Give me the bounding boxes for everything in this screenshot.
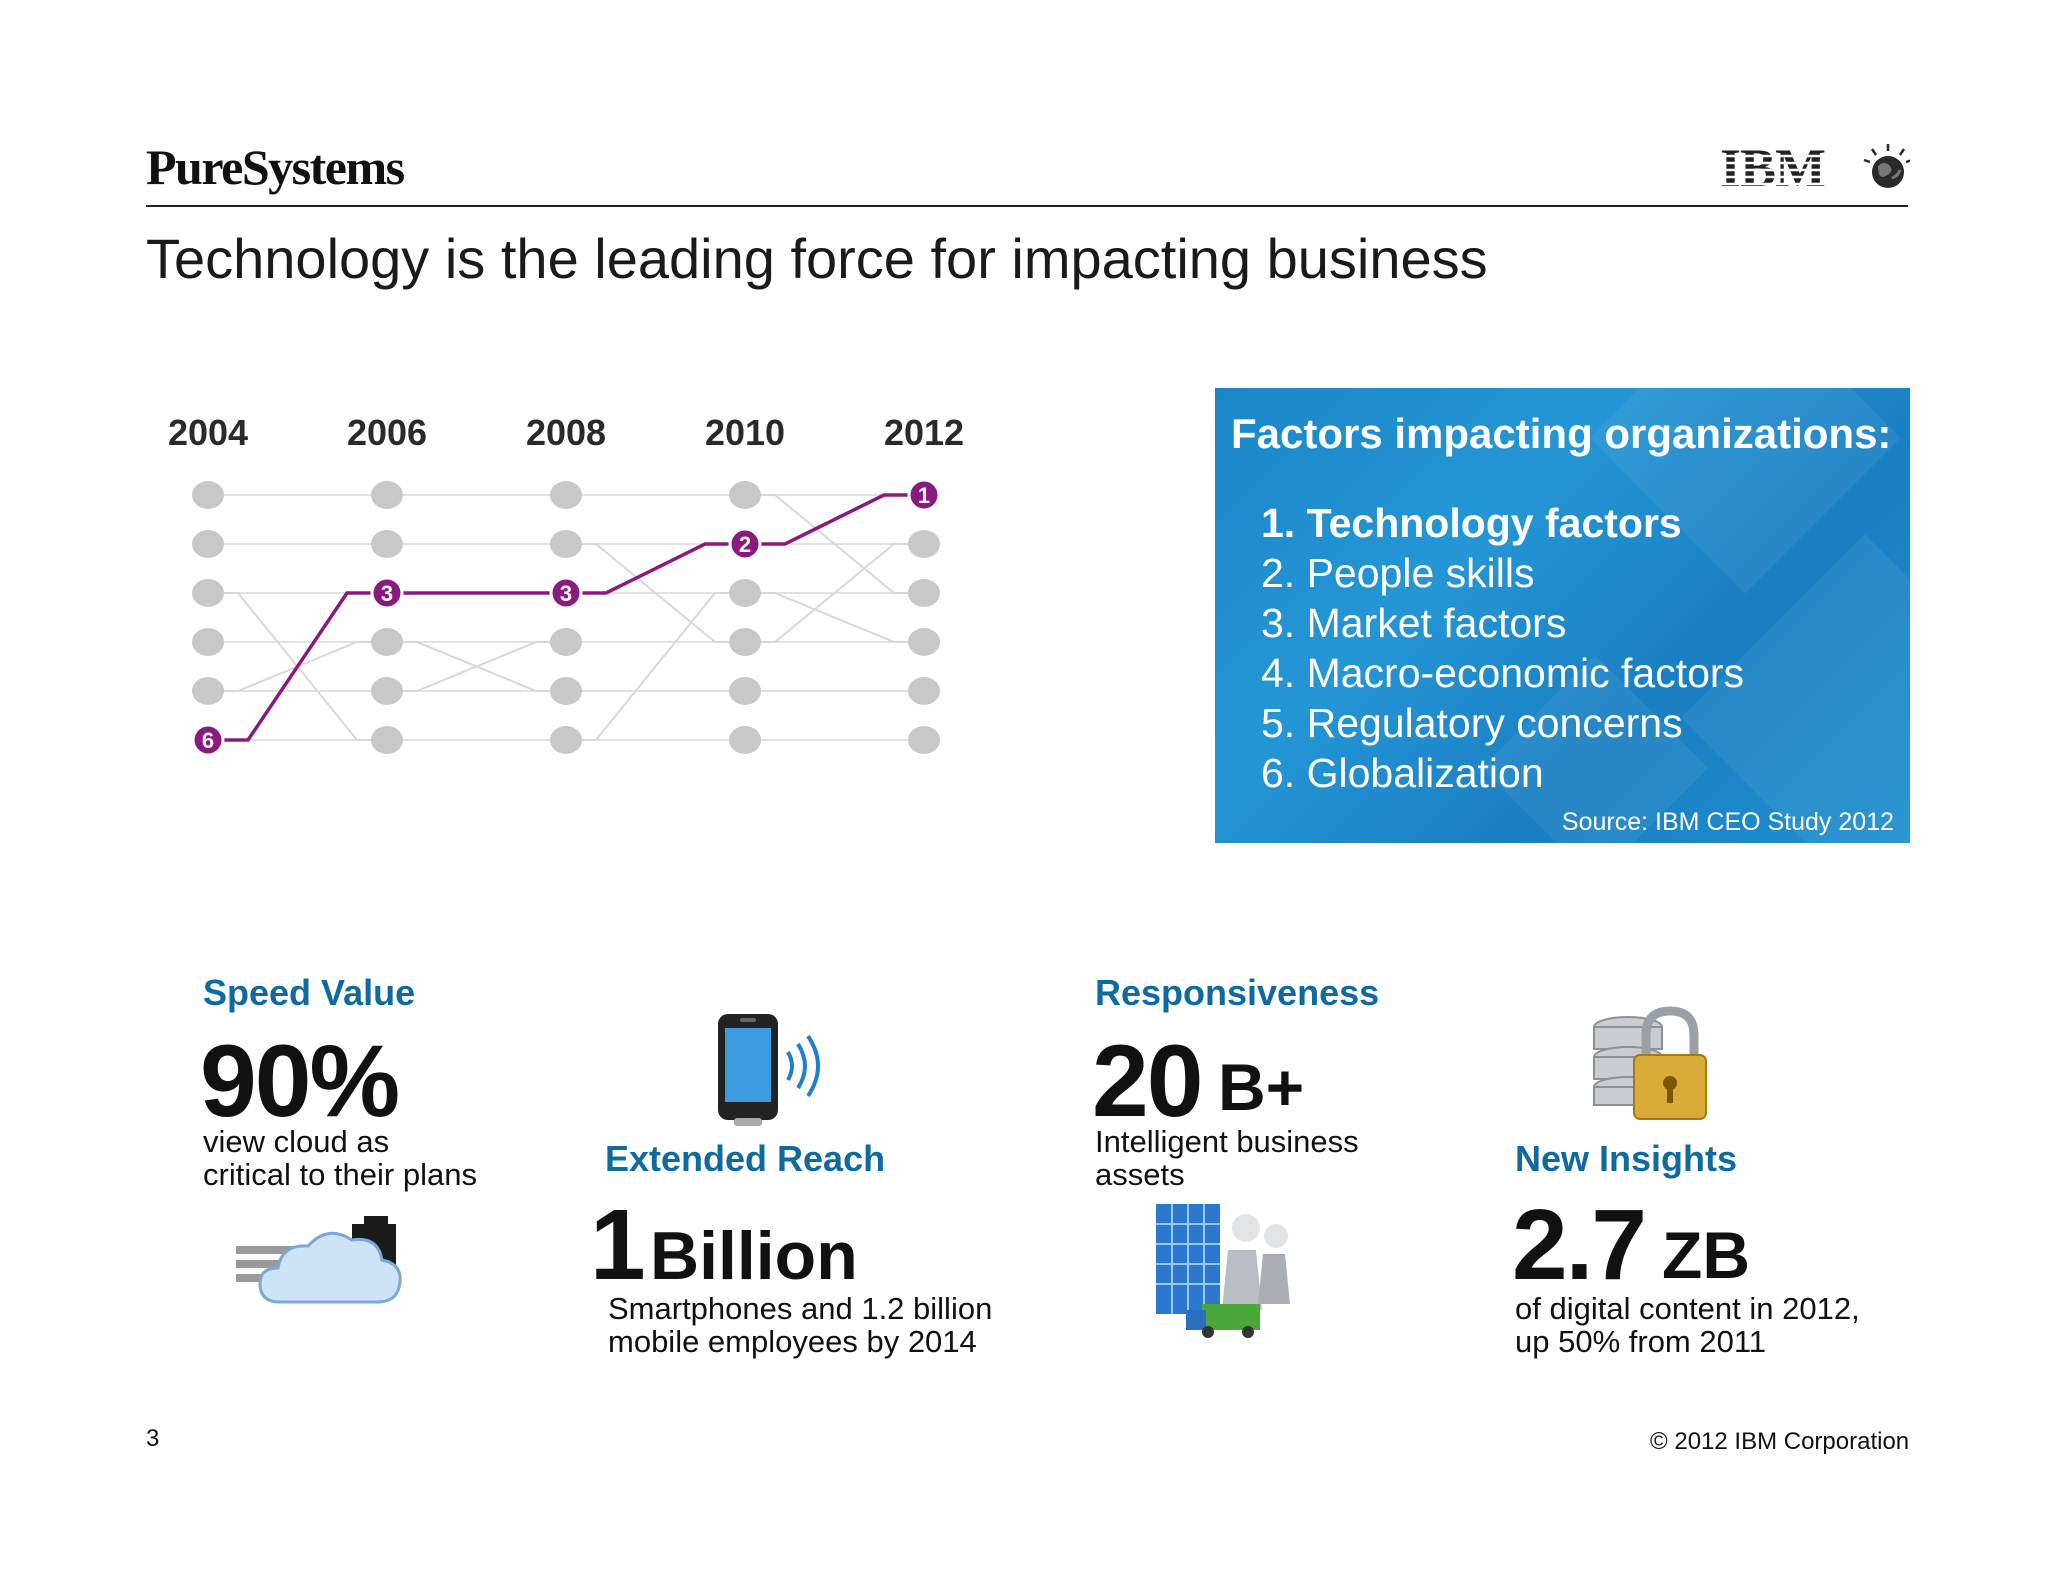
- insights-unit: ZB: [1662, 1218, 1750, 1292]
- rank-node: [729, 726, 761, 754]
- year-label: 2004: [168, 412, 248, 453]
- cloud-server-icon: [236, 1216, 402, 1304]
- rank-node: [729, 579, 761, 607]
- rank-node: [550, 726, 582, 754]
- rank-connector: [566, 592, 745, 741]
- technology-rank-label: 3: [560, 581, 572, 606]
- copyright: © 2012 IBM Corporation: [1650, 1428, 1910, 1455]
- factors-title: Factors impacting organizations:: [1231, 410, 1892, 457]
- rank-node: [192, 579, 224, 607]
- header-rule: [146, 205, 1908, 207]
- year-label: 2012: [884, 412, 964, 453]
- rank-node: [192, 628, 224, 656]
- rank-node: [550, 677, 582, 705]
- reach-heading: Extended Reach: [605, 1138, 886, 1179]
- technology-rank-marker: [549, 576, 583, 610]
- insights-desc: of digital content in 2012, up 50% from …: [1515, 1292, 1860, 1358]
- reach-desc-line: mobile employees by 2014: [608, 1324, 977, 1359]
- reach-desc: Smartphones and 1.2 billion mobile emplo…: [608, 1292, 992, 1358]
- factor-item: 3. Market factors: [1261, 600, 1567, 646]
- rank-node: [908, 726, 940, 754]
- rank-node: [371, 628, 403, 656]
- brand-logo: PureSystems: [146, 139, 405, 195]
- speed-desc-line: critical to their plans: [203, 1157, 477, 1192]
- factors-list: 1. Technology factors 2. People skills 3…: [1261, 498, 1744, 798]
- speed-heading: Speed Value: [203, 972, 416, 1013]
- reach-value: 1: [590, 1189, 646, 1301]
- rank-node: [908, 579, 940, 607]
- rank-chart: 6 3 3 2 1 2004 2006 2008 2010 2012: [168, 412, 964, 757]
- responsiveness-desc-line: Intelligent business: [1095, 1124, 1359, 1159]
- rank-node: [192, 530, 224, 558]
- technology-rank-marker: [370, 576, 404, 610]
- rank-node: [729, 628, 761, 656]
- technology-rank-label: 3: [381, 581, 393, 606]
- rank-node: [371, 530, 403, 558]
- rank-node: [908, 677, 940, 705]
- year-label: 2006: [347, 412, 427, 453]
- globe-icon: [1863, 144, 1910, 188]
- technology-rank-label: 6: [202, 728, 214, 753]
- year-label: 2010: [705, 412, 785, 453]
- factors-panel: Factors impacting organizations: 1. Tech…: [1215, 388, 1910, 843]
- responsiveness-desc: Intelligent business assets: [1095, 1125, 1359, 1191]
- factor-item: 4. Macro-economic factors: [1261, 650, 1745, 696]
- rank-node: [371, 677, 403, 705]
- year-label: 2008: [526, 412, 606, 453]
- rank-node: [908, 530, 940, 558]
- smartphone-icon: [718, 1014, 820, 1126]
- rank-connector: [745, 592, 924, 643]
- rank-node: [550, 530, 582, 558]
- rank-node: [192, 481, 224, 509]
- insights-heading: New Insights: [1515, 1138, 1738, 1179]
- factor-item: 6. Globalization: [1261, 750, 1544, 796]
- factor-item: 1. Technology factors: [1261, 500, 1682, 546]
- responsiveness-desc-line: assets: [1095, 1157, 1185, 1192]
- insights-desc-line: up 50% from 2011: [1515, 1324, 1767, 1359]
- rank-node: [371, 481, 403, 509]
- rank-connector: [387, 641, 566, 692]
- database-lock-icon: [1593, 1006, 1707, 1120]
- ibm-logo: IBM: [1720, 140, 1910, 196]
- rank-node: [192, 677, 224, 705]
- speed-desc-line: view cloud as: [203, 1124, 390, 1159]
- rank-node: [371, 726, 403, 754]
- speed-value: 90%: [200, 1024, 400, 1138]
- factor-item: 5. Regulatory concerns: [1261, 700, 1683, 746]
- buildings-icon: [1156, 1204, 1290, 1338]
- reach-unit: Billion: [650, 1218, 858, 1294]
- responsiveness-value: 20: [1092, 1024, 1203, 1138]
- technology-rank-marker: [907, 478, 941, 512]
- page-title: Technology is the leading force for impa…: [146, 227, 1488, 290]
- insights-value: 2.7: [1512, 1189, 1647, 1301]
- reach-desc-line: Smartphones and 1.2 billion: [608, 1291, 993, 1326]
- page-number: 3: [146, 1425, 160, 1452]
- rank-node: [729, 481, 761, 509]
- technology-rank-marker: [728, 527, 762, 561]
- technology-rank-label: 1: [918, 483, 930, 508]
- rank-node: [729, 677, 761, 705]
- technology-rank-label: 2: [739, 532, 751, 557]
- factor-item: 2. People skills: [1261, 550, 1535, 596]
- rank-node: [908, 628, 940, 656]
- responsiveness-unit: B+: [1218, 1050, 1305, 1124]
- speed-desc: view cloud as critical to their plans: [203, 1125, 477, 1191]
- rank-node: [550, 481, 582, 509]
- factors-source: Source: IBM CEO Study 2012: [1561, 808, 1894, 836]
- technology-rank-marker: [191, 723, 225, 757]
- responsiveness-heading: Responsiveness: [1095, 972, 1380, 1013]
- insights-desc-line: of digital content in 2012,: [1515, 1291, 1860, 1326]
- rank-node: [550, 628, 582, 656]
